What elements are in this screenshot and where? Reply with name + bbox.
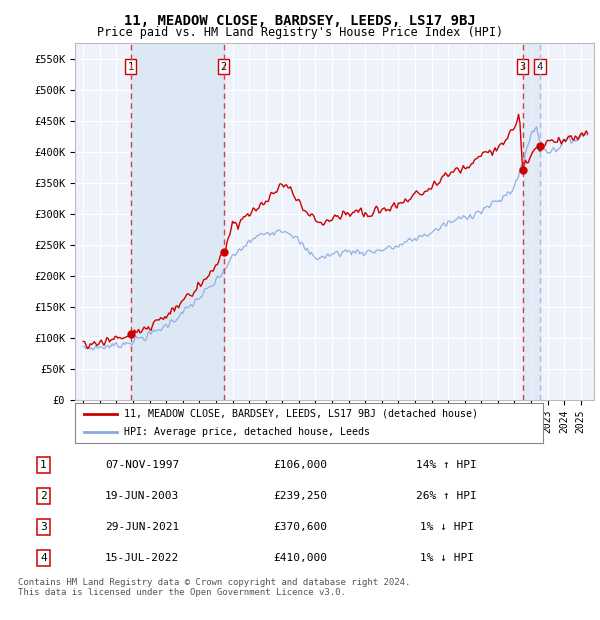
Text: 11, MEADOW CLOSE, BARDSEY, LEEDS, LS17 9BJ (detached house): 11, MEADOW CLOSE, BARDSEY, LEEDS, LS17 9… xyxy=(124,409,478,419)
Text: 1% ↓ HPI: 1% ↓ HPI xyxy=(419,522,473,532)
Text: 1: 1 xyxy=(40,460,47,470)
Text: £410,000: £410,000 xyxy=(273,553,327,563)
Text: £106,000: £106,000 xyxy=(273,460,327,470)
Text: HPI: Average price, detached house, Leeds: HPI: Average price, detached house, Leed… xyxy=(124,427,370,438)
Text: Price paid vs. HM Land Registry's House Price Index (HPI): Price paid vs. HM Land Registry's House … xyxy=(97,26,503,39)
Text: 2: 2 xyxy=(40,491,47,501)
Text: 1: 1 xyxy=(127,61,134,71)
Text: 4: 4 xyxy=(537,61,543,71)
Text: 3: 3 xyxy=(520,61,526,71)
Text: 15-JUL-2022: 15-JUL-2022 xyxy=(105,553,179,563)
Text: Contains HM Land Registry data © Crown copyright and database right 2024.
This d: Contains HM Land Registry data © Crown c… xyxy=(18,578,410,597)
Text: 4: 4 xyxy=(40,553,47,563)
Text: 14% ↑ HPI: 14% ↑ HPI xyxy=(416,460,477,470)
Bar xyxy=(523,43,540,400)
Text: £370,600: £370,600 xyxy=(273,522,327,532)
Text: £239,250: £239,250 xyxy=(273,491,327,501)
Text: 3: 3 xyxy=(40,522,47,532)
Text: 1% ↓ HPI: 1% ↓ HPI xyxy=(419,553,473,563)
Text: 07-NOV-1997: 07-NOV-1997 xyxy=(105,460,179,470)
Text: 29-JUN-2021: 29-JUN-2021 xyxy=(105,522,179,532)
Text: 11, MEADOW CLOSE, BARDSEY, LEEDS, LS17 9BJ: 11, MEADOW CLOSE, BARDSEY, LEEDS, LS17 9… xyxy=(124,14,476,28)
Text: 19-JUN-2003: 19-JUN-2003 xyxy=(105,491,179,501)
Bar xyxy=(131,43,224,400)
Text: 26% ↑ HPI: 26% ↑ HPI xyxy=(416,491,477,501)
Text: 2: 2 xyxy=(221,61,227,71)
